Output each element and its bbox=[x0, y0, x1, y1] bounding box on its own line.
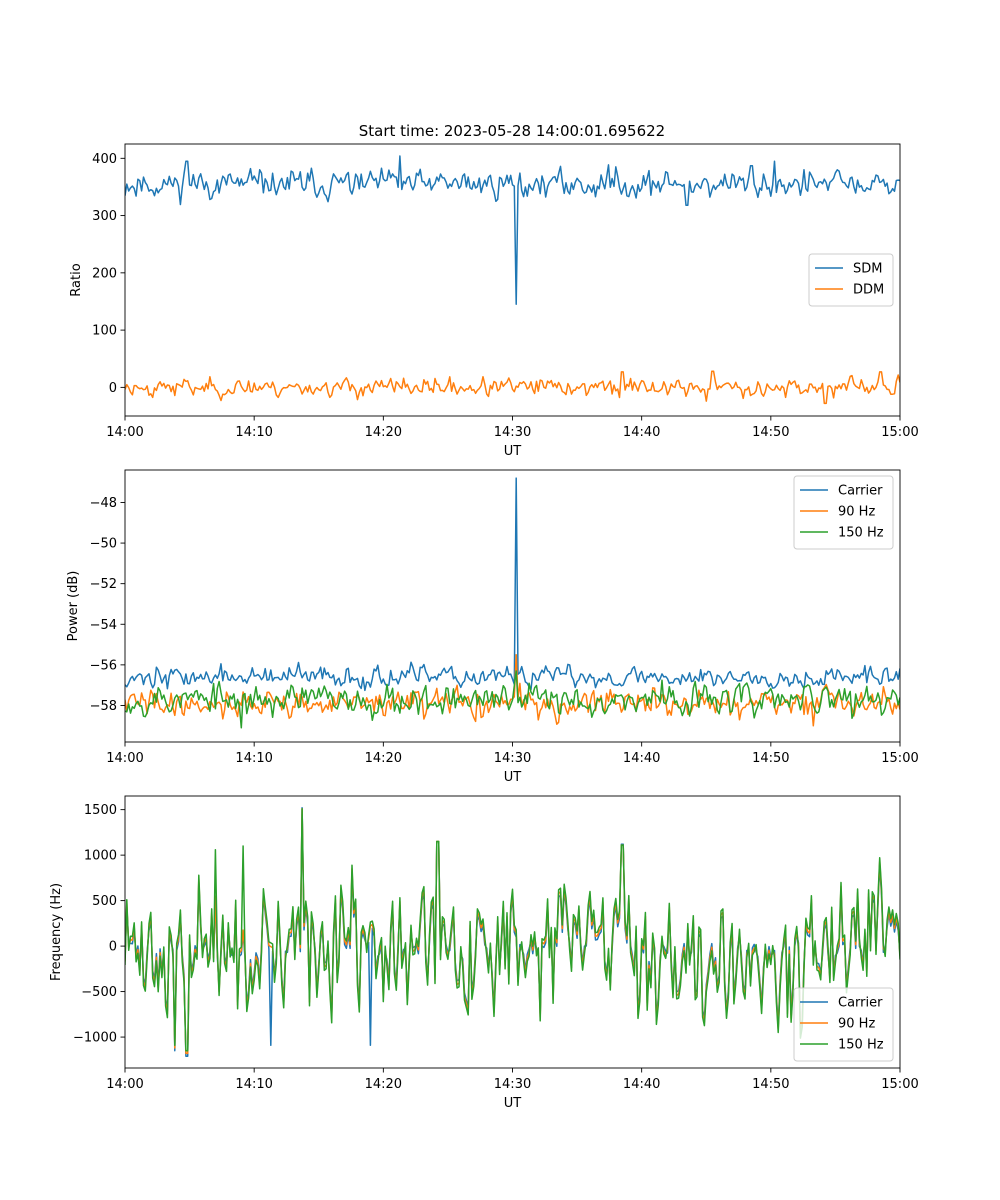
x-tick-label: 14:10 bbox=[235, 425, 272, 440]
chart-panel-3: 14:00 14:10 14:20 14:30 14:40 14:50 15:00 −1000… bbox=[49, 795, 919, 1111]
x-tick-label: 14:00 bbox=[106, 425, 143, 440]
x-tick-label: 14:00 bbox=[106, 751, 143, 766]
x-tick-label: 14:20 bbox=[365, 751, 402, 766]
legend-label: 90 Hz bbox=[838, 505, 875, 520]
y-tick-label: 100 bbox=[92, 324, 117, 339]
legend-box bbox=[793, 987, 894, 1062]
series-line-ddm bbox=[125, 370, 900, 405]
chart-panel-2: 14:00 14:10 14:20 14:30 14:40 14:50 15:00 −58 −5… bbox=[66, 469, 919, 785]
y-tick-label: −1000 bbox=[73, 1031, 117, 1046]
x-axis-label: UT bbox=[504, 770, 522, 785]
x-axis-label: UT bbox=[504, 1096, 522, 1111]
legend-label: 90 Hz bbox=[838, 1017, 875, 1032]
y-tick-label: 200 bbox=[92, 266, 117, 281]
legend: Carrier 90 Hz 150 Hz bbox=[793, 475, 894, 550]
x-tick-label: 14:00 bbox=[106, 1077, 143, 1092]
legend: Carrier 90 Hz 150 Hz bbox=[793, 987, 894, 1062]
y-tick-label: −500 bbox=[81, 985, 117, 1000]
legend-label: SDM bbox=[853, 262, 882, 277]
y-tick-label: 300 bbox=[92, 209, 117, 224]
x-tick-label: 14:20 bbox=[365, 425, 402, 440]
y-axis-label: Power (dB) bbox=[66, 571, 81, 642]
y-tick-label: −48 bbox=[90, 496, 117, 511]
y-tick-label: 400 bbox=[92, 152, 117, 167]
y-tick-label: 1500 bbox=[84, 803, 117, 818]
figure-title: Start time: 2023-05-28 14:00:01.695622 bbox=[359, 122, 665, 140]
x-tick-label: 14:20 bbox=[365, 1077, 402, 1092]
legend-label: Carrier bbox=[838, 484, 883, 499]
y-tick-label: −56 bbox=[90, 658, 117, 673]
x-tick-label: 14:50 bbox=[752, 1077, 789, 1092]
legend: SDM DDM bbox=[808, 253, 894, 307]
chart-panel-1: 14:00 14:10 14:20 14:30 14:40 14:50 15:00 0 100 2… bbox=[69, 143, 919, 459]
legend-label: 150 Hz bbox=[838, 1038, 884, 1053]
legend-label: Carrier bbox=[838, 996, 883, 1011]
series-line-150-hz bbox=[125, 807, 900, 1052]
series-line-150-hz bbox=[125, 670, 900, 729]
y-tick-label: −54 bbox=[90, 618, 117, 633]
x-tick-label: 14:10 bbox=[235, 751, 272, 766]
x-tick-label: 15:00 bbox=[881, 1077, 918, 1092]
panels: 14:00 14:10 14:20 14:30 14:40 14:50 15:00 0 100 2… bbox=[49, 143, 919, 1111]
y-tick-label: −58 bbox=[90, 699, 117, 714]
y-axis-label: Ratio bbox=[69, 263, 84, 296]
y-tick-label: −50 bbox=[90, 537, 117, 552]
x-tick-label: 14:10 bbox=[235, 1077, 272, 1092]
x-tick-label: 14:50 bbox=[752, 751, 789, 766]
x-tick-label: 15:00 bbox=[881, 751, 918, 766]
y-tick-label: 0 bbox=[109, 940, 117, 955]
legend-box bbox=[808, 253, 894, 307]
series-line-sdm bbox=[125, 155, 900, 306]
y-tick-label: 0 bbox=[109, 381, 117, 396]
legend-label: 150 Hz bbox=[838, 526, 884, 541]
x-tick-label: 15:00 bbox=[881, 425, 918, 440]
plot-area bbox=[125, 155, 900, 405]
legend-box bbox=[793, 475, 894, 550]
series-line-carrier bbox=[125, 477, 900, 692]
x-tick-label: 14:30 bbox=[494, 751, 531, 766]
x-tick-label: 14:30 bbox=[494, 425, 531, 440]
x-tick-label: 14:50 bbox=[752, 425, 789, 440]
y-tick-label: −52 bbox=[90, 577, 117, 592]
x-axis-label: UT bbox=[504, 444, 522, 459]
y-tick-label: 500 bbox=[92, 894, 117, 909]
y-axis-label: Frequency (Hz) bbox=[49, 883, 64, 981]
x-tick-label: 14:40 bbox=[623, 425, 660, 440]
legend-label: DDM bbox=[853, 283, 884, 298]
x-tick-label: 14:40 bbox=[623, 751, 660, 766]
x-tick-label: 14:40 bbox=[623, 1077, 660, 1092]
y-tick-label: 1000 bbox=[84, 849, 117, 864]
plot-area bbox=[125, 477, 900, 729]
plot-area bbox=[125, 807, 900, 1057]
x-tick-label: 14:30 bbox=[494, 1077, 531, 1092]
